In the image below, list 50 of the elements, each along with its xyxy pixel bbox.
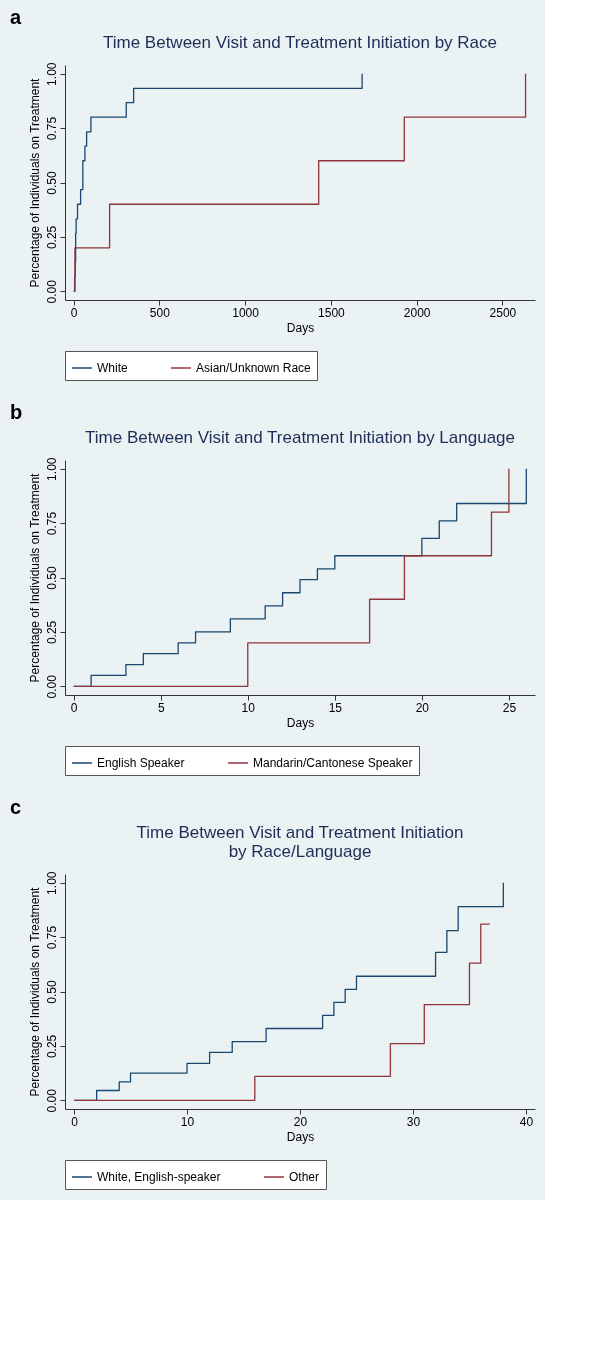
x-tick-label: 2500 — [489, 305, 517, 320]
y-axis-title: Percentage of Individuals on Treatment — [27, 77, 42, 288]
x-tick-label: 2000 — [403, 305, 431, 320]
text: a — [10, 6, 22, 28]
x-tick-label: 1000 — [232, 305, 260, 320]
y-axis-title: Percentage of Individuals on Treatment — [27, 472, 42, 683]
y-tick-label: 0.25 — [44, 1034, 59, 1059]
x-tick-label: 30 — [406, 1114, 421, 1129]
legend-label: White, English-speaker — [97, 1170, 221, 1184]
y-tick-label: 0.00 — [44, 674, 59, 699]
text: b — [10, 401, 23, 423]
x-tick-label: 25 — [502, 700, 517, 715]
x-tick-label: 0 — [70, 305, 78, 320]
y-tick-label: 1.00 — [44, 62, 59, 86]
x-tick-label: 10 — [241, 700, 256, 715]
legend-label: Mandarin/Cantonese Speaker — [253, 756, 413, 770]
y-tick-label: 0.50 — [44, 171, 59, 195]
x-tick-label: 0 — [71, 1114, 79, 1129]
x-tick-label: 1500 — [318, 305, 346, 320]
y-tick-label: 0.75 — [44, 116, 59, 141]
x-axis-title: Days — [286, 715, 315, 730]
y-tick-label: 0.50 — [44, 566, 59, 590]
x-tick-label: 10 — [180, 1114, 195, 1129]
text: c — [10, 796, 22, 818]
y-tick-label: 0.75 — [44, 925, 59, 950]
x-tick-label: 500 — [149, 305, 171, 320]
x-axis-title: Days — [286, 320, 315, 335]
y-tick-label: 1.00 — [44, 457, 59, 481]
legend-label: White — [97, 361, 128, 375]
y-tick-label: 0.00 — [44, 279, 59, 304]
y-tick-label: 0.75 — [44, 511, 59, 536]
chart-title: Time Between Visit and Treatment Initiation by Race — [102, 33, 498, 53]
y-tick-label: 0.00 — [44, 1088, 59, 1113]
legend-label: Other — [289, 1170, 320, 1184]
x-tick-label: 15 — [328, 700, 343, 715]
y-tick-label: 0.50 — [44, 980, 59, 1004]
y-axis-title: Percentage of Individuals on Treatment — [27, 886, 42, 1097]
y-tick-label: 0.25 — [44, 225, 59, 250]
x-tick-label: 0 — [70, 700, 78, 715]
x-tick-label: 20 — [293, 1114, 308, 1129]
x-tick-label: 20 — [415, 700, 430, 715]
x-axis-title: Days — [286, 1129, 315, 1144]
y-tick-label: 1.00 — [44, 871, 59, 895]
y-tick-label: 0.25 — [44, 620, 59, 645]
chart-title: Time Between Visit and Treatment Initiation by Race/Language — [136, 823, 464, 862]
chart-title: Time Between Visit and Treatment Initiation by Language — [85, 428, 515, 448]
legend-label: English Speaker — [97, 756, 185, 770]
legend-label: Asian/Unknown Race — [196, 361, 312, 375]
x-tick-label: 5 — [157, 700, 165, 715]
x-tick-label: 40 — [519, 1114, 534, 1129]
